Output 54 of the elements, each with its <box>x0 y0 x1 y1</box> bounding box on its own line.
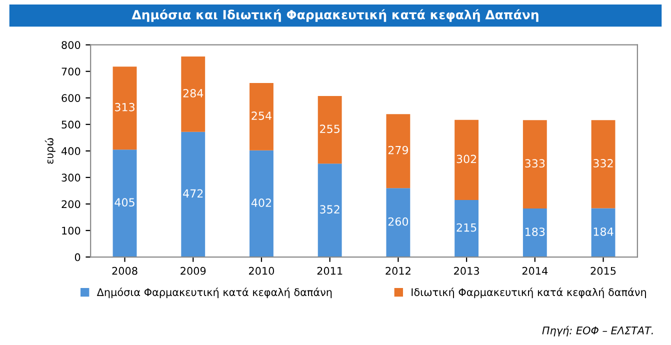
bar <box>386 188 410 258</box>
legend-label: Δημόσια Φαρμακευτική κατά κεφαλή δαπάνη <box>96 288 332 298</box>
data-label: 302 <box>456 154 476 164</box>
data-label: 215 <box>456 223 476 232</box>
bar <box>522 120 547 208</box>
bar <box>522 208 547 258</box>
text: Πηγή: ΕΟΦ – ΕΛΣΤΑΤ. <box>542 326 653 336</box>
data-label: 184 <box>594 227 614 236</box>
x-tick-label: 2012 <box>386 266 410 275</box>
x-tick-label: 2009 <box>180 266 206 275</box>
y-tick-label: 800 <box>62 41 80 49</box>
data-label: 254 <box>252 112 272 120</box>
y-tick-label: 700 <box>62 68 80 76</box>
x-tick-label: 2013 <box>454 266 479 275</box>
x-tick-label: 2011 <box>317 266 342 275</box>
bar <box>454 200 479 258</box>
y-tick-label: 100 <box>62 226 80 235</box>
data-label: 284 <box>183 89 204 98</box>
legend-label: Ιδιωτική Φαρμακευτική κατά κεφαλή δαπάνη <box>412 288 646 298</box>
bar <box>591 120 616 208</box>
bar <box>250 83 274 150</box>
bar <box>318 96 342 164</box>
bar <box>318 164 342 258</box>
y-tick-label: 500 <box>62 120 80 129</box>
bar <box>250 150 274 258</box>
bar <box>386 114 410 188</box>
y-axis-title: ευρώ <box>44 138 56 164</box>
y-tick-label: 600 <box>62 94 80 102</box>
data-label: 260 <box>388 217 408 226</box>
x-tick-label: 2010 <box>248 266 274 275</box>
y-tick-label: 200 <box>62 200 80 208</box>
bar <box>112 150 137 258</box>
chart-title: Δημόσια και Ιδιωτική Φαρμακευτική κατά κεφαλή Δαπάνη <box>132 9 538 22</box>
bar <box>591 208 616 258</box>
x-tick-label: 2014 <box>522 266 548 275</box>
x-tick-label: 2008 <box>112 266 138 275</box>
data-label: 352 <box>320 205 340 214</box>
data-label: 405 <box>114 198 134 207</box>
data-label: 279 <box>388 146 408 154</box>
data-label: 313 <box>115 102 134 112</box>
y-tick-label: 300 <box>62 174 80 182</box>
bar <box>181 132 206 258</box>
x-tick-label: 2015 <box>590 266 616 275</box>
data-label: 333 <box>525 159 545 168</box>
y-tick-label: 400 <box>61 147 80 156</box>
bar <box>454 120 479 200</box>
y-tick-label: 0 <box>74 253 80 262</box>
data-label: 332 <box>594 159 613 168</box>
bar <box>181 56 206 132</box>
data-label: 402 <box>251 198 271 207</box>
data-label: 472 <box>183 189 203 198</box>
data-label: 183 <box>526 228 545 236</box>
data-label: 255 <box>320 124 340 134</box>
bar <box>112 66 137 150</box>
